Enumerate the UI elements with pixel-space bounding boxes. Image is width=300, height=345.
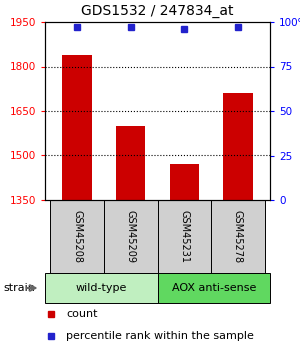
Text: percentile rank within the sample: percentile rank within the sample [66,331,254,341]
Bar [45,273,158,303]
Text: wild-type: wild-type [76,283,127,293]
Bar [62,55,92,200]
Title: GDS1532 / 247834_at: GDS1532 / 247834_at [81,4,234,18]
Bar [158,273,270,303]
Bar [169,165,199,200]
Bar [211,200,265,273]
Text: GSM45208: GSM45208 [72,210,82,263]
Text: AOX anti-sense: AOX anti-sense [172,283,256,293]
Bar [50,200,104,273]
Text: GSM45209: GSM45209 [126,210,136,263]
Bar [158,200,211,273]
Bar [104,200,158,273]
Text: count: count [66,309,98,319]
Bar [116,126,146,200]
Text: strain: strain [3,283,35,293]
Text: GSM45231: GSM45231 [179,210,189,263]
Bar [223,93,253,200]
Text: GSM45278: GSM45278 [233,210,243,263]
